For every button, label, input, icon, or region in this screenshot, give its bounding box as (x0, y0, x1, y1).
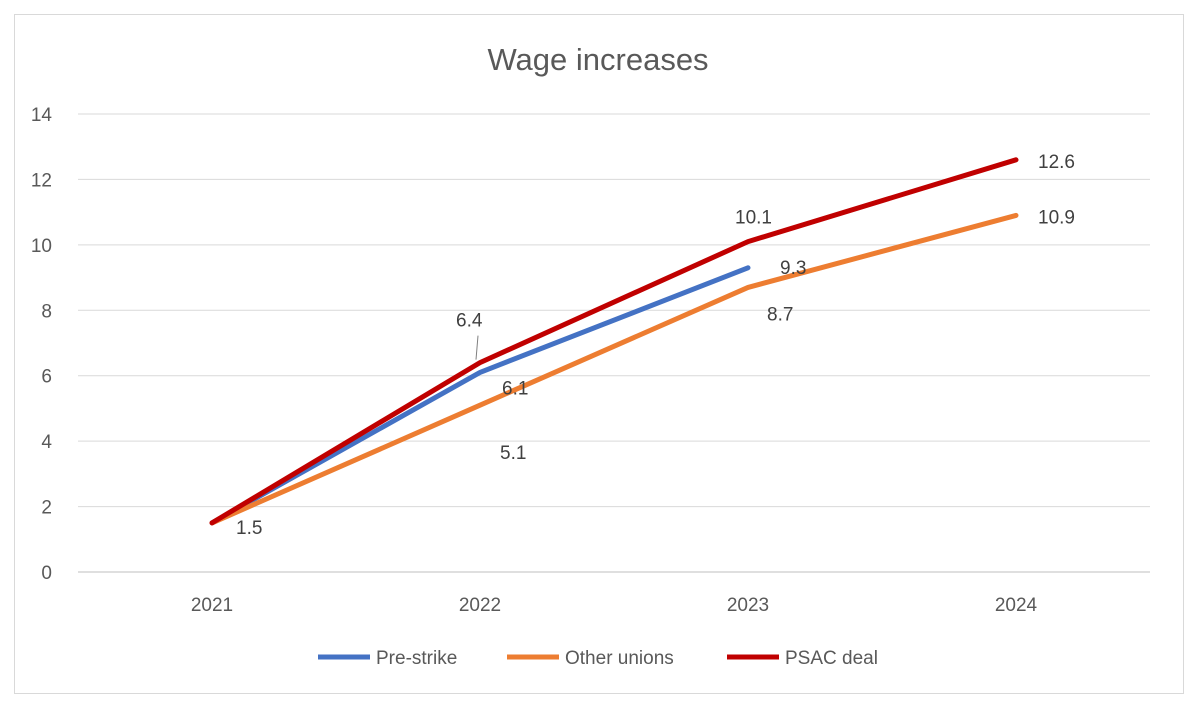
y-tick-label: 10 (31, 236, 52, 257)
legend: Pre-strike Other unions PSAC deal (318, 648, 878, 669)
data-label: 5.1 (500, 443, 526, 464)
data-label: 1.5 (236, 518, 262, 539)
data-labels: 6.1 9.3 5.1 8.7 10.9 1.5 6.4 10.1 12.6 (236, 152, 1075, 539)
chart-title: Wage increases (487, 42, 708, 77)
label-leader-line (475, 335, 479, 360)
y-tick-label: 4 (41, 432, 52, 453)
data-label: 10.9 (1038, 207, 1075, 228)
data-label: 9.3 (780, 258, 806, 279)
x-axis: 2021 2022 2023 2024 (191, 595, 1038, 616)
x-tick-label: 2024 (995, 595, 1038, 616)
series-line-pre-strike (209, 265, 751, 526)
y-tick-label: 2 (41, 498, 52, 519)
data-label: 6.1 (502, 378, 528, 399)
x-tick-label: 2023 (727, 595, 769, 616)
y-tick-label: 0 (41, 563, 52, 584)
y-tick-label: 6 (41, 367, 52, 388)
series-line-psac-deal (209, 157, 1019, 526)
y-tick-label: 8 (41, 301, 52, 322)
data-label: 6.4 (456, 311, 483, 332)
data-label: 12.6 (1038, 152, 1075, 173)
legend-label: PSAC deal (785, 648, 878, 669)
series-lines (209, 157, 1019, 526)
x-tick-label: 2021 (191, 595, 233, 616)
legend-label: Other unions (565, 648, 674, 669)
series-line-other-unions (209, 212, 1019, 526)
x-tick-label: 2022 (459, 595, 501, 616)
y-axis: 0 2 4 6 8 10 12 14 (31, 105, 53, 584)
gridlines (78, 113, 1150, 573)
data-label: 10.1 (735, 208, 772, 229)
y-tick-label: 14 (31, 105, 53, 126)
y-tick-label: 12 (31, 170, 52, 191)
data-label: 8.7 (767, 304, 793, 325)
legend-label: Pre-strike (376, 648, 457, 669)
